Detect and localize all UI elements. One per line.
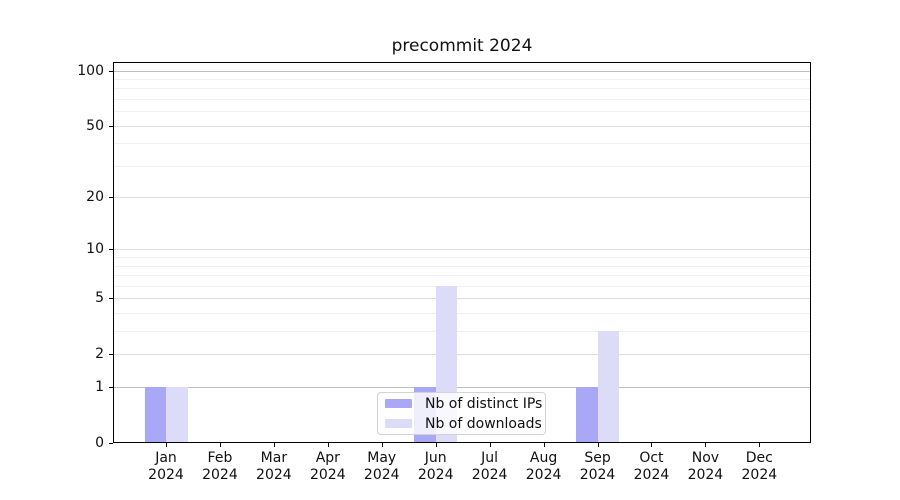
y-gridline-major <box>113 70 811 72</box>
y-tick-label: 10 <box>86 241 104 258</box>
y-gridline-major <box>113 354 811 356</box>
x-tick-label: Feb 2024 <box>202 450 238 483</box>
y-gridline-major <box>113 387 811 389</box>
y-gridline-minor <box>113 98 811 100</box>
y-tick-label: 100 <box>77 62 104 79</box>
plot-area: 0 1 2 5 10 20 50 100 Jan 2024 Feb 2024 Mar 2024 Apr… <box>77 62 811 483</box>
y-gridline-minor <box>113 143 811 145</box>
x-tick-mark <box>327 443 329 447</box>
legend: Nb of distinct IPs Nb of downloads <box>377 392 546 435</box>
x-tick-mark <box>705 443 707 447</box>
plot-frame <box>113 62 811 443</box>
y-gridline-minor <box>113 257 811 259</box>
x-tick-mark <box>381 443 383 447</box>
bar-downloads <box>166 387 188 443</box>
y-tick-mark <box>109 249 113 251</box>
y-tick-mark <box>109 443 113 444</box>
y-tick-mark <box>109 197 113 199</box>
x-tick-mark <box>759 443 761 447</box>
y-gridline-major <box>113 125 811 127</box>
bar-distinct-ips <box>576 387 598 443</box>
y-gridline-minor <box>113 111 811 113</box>
y-tick-mark <box>109 70 113 72</box>
x-tick-label: Aug 2024 <box>525 450 562 483</box>
y-gridline-minor <box>113 285 811 287</box>
x-tick-mark <box>273 443 275 447</box>
legend-swatch-distinct-ips <box>385 399 412 408</box>
x-tick-label: Sep 2024 <box>579 450 616 483</box>
x-tick-mark <box>435 443 437 447</box>
y-tick-label: 2 <box>95 346 104 363</box>
x-tick-label: Nov 2024 <box>687 450 724 483</box>
y-tick-mark <box>109 125 113 127</box>
legend-label-downloads: Nb of downloads <box>425 415 542 432</box>
legend-row: Nb of distinct IPs <box>385 396 545 412</box>
y-gridline-minor <box>113 88 811 90</box>
y-tick-label: 1 <box>95 379 104 396</box>
legend-row: Nb of downloads <box>385 416 545 432</box>
y-gridline-minor <box>113 78 811 80</box>
y-tick-label: 20 <box>86 189 104 206</box>
chart-title: precommit 2024 <box>391 36 533 56</box>
y-tick-label: 5 <box>95 290 104 307</box>
y-tick-mark <box>109 387 113 389</box>
x-tick-mark <box>597 443 599 447</box>
x-tick-mark <box>219 443 221 447</box>
y-tick-mark <box>109 298 113 300</box>
y-gridline-minor <box>113 313 811 315</box>
y-gridline-major <box>113 249 811 251</box>
x-tick-label: May 2024 <box>363 450 400 483</box>
y-gridline-minor <box>113 265 811 267</box>
x-tick-label: Apr 2024 <box>309 450 346 483</box>
y-tick-label: 0 <box>95 435 104 451</box>
x-tick-label: Oct 2024 <box>633 450 670 483</box>
y-gridline-minor <box>113 275 811 277</box>
y-gridline-major <box>113 298 811 300</box>
y-tick-mark <box>109 354 113 356</box>
x-tick-label: Jan 2024 <box>148 450 184 483</box>
x-tick-label: Jul 2024 <box>471 450 508 483</box>
x-tick-mark <box>543 443 545 447</box>
bar-downloads <box>597 331 620 443</box>
y-gridline-minor <box>113 165 811 167</box>
x-tick-mark <box>651 443 653 447</box>
legend-label-distinct-ips: Nb of distinct IPs <box>425 395 543 412</box>
x-tick-label: Jun 2024 <box>417 450 454 483</box>
x-tick-mark <box>166 443 167 447</box>
x-tick-label: Dec 2024 <box>741 450 778 483</box>
x-tick-mark <box>489 443 491 447</box>
x-tick-label: Mar 2024 <box>256 450 292 483</box>
bar-distinct-ips <box>144 387 166 443</box>
legend-swatch-downloads <box>385 419 412 428</box>
y-tick-label: 50 <box>86 117 104 134</box>
y-gridline-major <box>113 197 811 199</box>
y-gridline-minor <box>113 331 811 333</box>
